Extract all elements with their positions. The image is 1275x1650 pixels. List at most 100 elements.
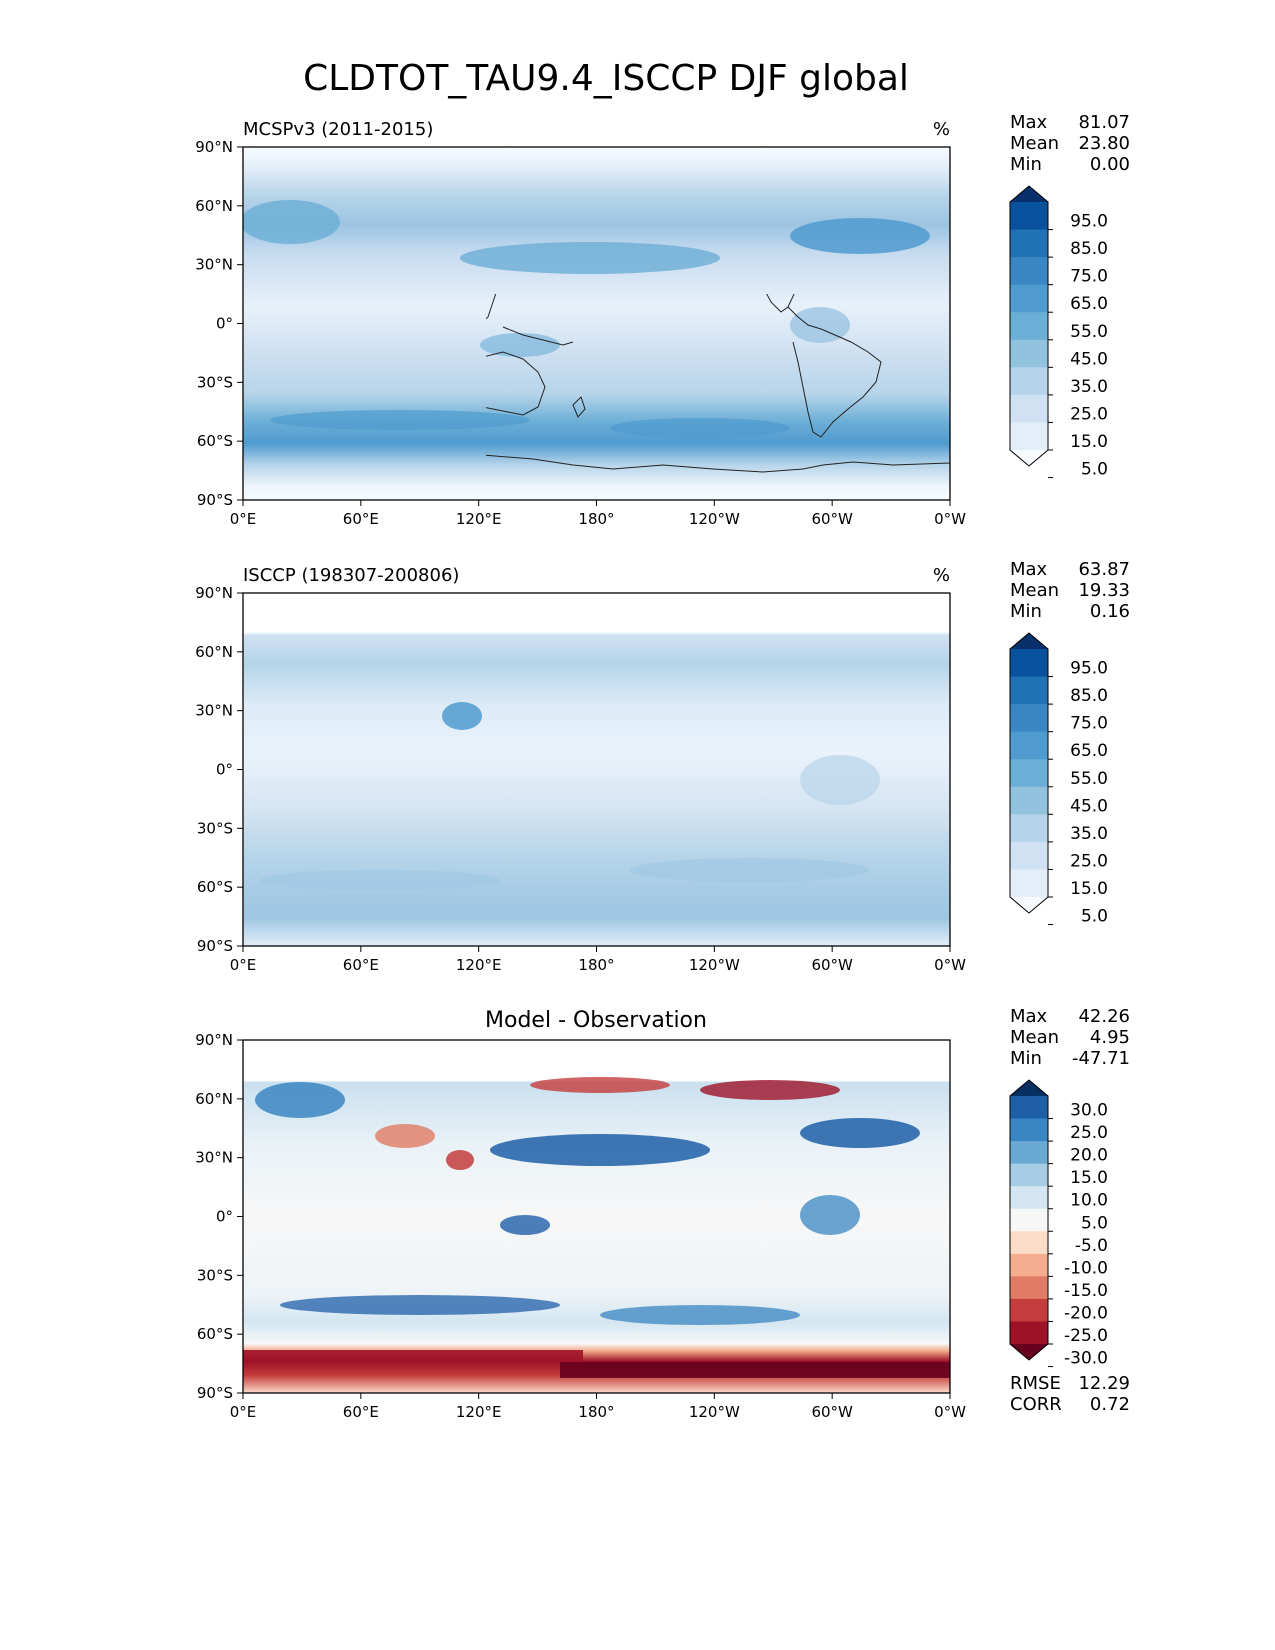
colorbar-swatch <box>1010 759 1048 788</box>
field-band <box>800 755 880 805</box>
colorbar-label: 15.0 <box>1070 879 1108 899</box>
field-band <box>800 1118 920 1148</box>
stat-mean-label: Mean <box>1010 133 1059 154</box>
colorbar-label: 75.0 <box>1070 714 1108 734</box>
stat-min-label: Min <box>1010 601 1042 622</box>
lon-tick-label: 0°W <box>934 1403 966 1421</box>
field-band <box>270 410 530 430</box>
colorbar-label: 5.0 <box>1081 1213 1108 1233</box>
panel-test: 90°N 60°N 30°N 0° 30°S 60°S 90°S 0°E 60°E 120°E 1… <box>195 112 1130 528</box>
lon-tick-label: 60°E <box>343 510 379 528</box>
lon-tick-label: 60°E <box>343 1403 379 1421</box>
colorbar-label: 15.0 <box>1070 1168 1108 1188</box>
colorbar-swatch <box>1010 1298 1048 1322</box>
colorbar-swatch <box>1010 1141 1048 1165</box>
lat-tick-label: 0° <box>216 315 233 333</box>
stat-min-label: Min <box>1010 154 1042 175</box>
stats-block: Max 42.26 Mean 4.95 Min -47.71 <box>1010 1006 1130 1069</box>
colorbar-swatch <box>1010 1253 1048 1277</box>
colorbar-swatch <box>1010 257 1048 286</box>
colorbar-swatch <box>1010 1208 1048 1232</box>
stat-max-value: 42.26 <box>1078 1006 1130 1027</box>
stat-min-value: -47.71 <box>1072 1048 1130 1069</box>
lat-tick-label: 60°S <box>197 878 233 896</box>
field-band <box>375 1124 435 1148</box>
lat-tick-label: 60°N <box>195 643 233 661</box>
field-band <box>243 200 340 244</box>
lon-tick-label: 120°E <box>456 1403 502 1421</box>
lat-tick-label: 90°N <box>195 138 233 156</box>
stat-mean-value: 19.33 <box>1078 580 1130 601</box>
field-band <box>560 1362 950 1378</box>
field-band <box>460 242 720 274</box>
footer-stats: RMSE 12.29 CORR 0.72 <box>1010 1373 1130 1415</box>
colorbar-swatch <box>1010 1096 1048 1120</box>
lon-tick-label: 60°W <box>811 1403 853 1421</box>
colorbar-extend-bottom <box>1010 450 1048 466</box>
map-difference <box>243 1040 950 1393</box>
colorbar-swatch <box>1010 1118 1048 1142</box>
field-band <box>280 1295 560 1315</box>
lat-tick-label: 90°S <box>197 937 233 955</box>
lon-tick-label: 180° <box>578 956 614 974</box>
lat-tick-label: 30°S <box>197 819 233 837</box>
lat-tick-label: 90°N <box>195 584 233 602</box>
colorbar-label: 45.0 <box>1070 349 1108 369</box>
colorbar-label: 95.0 <box>1070 659 1108 679</box>
colorbar-swatch <box>1010 422 1048 451</box>
stat-mean-value: 4.95 <box>1090 1027 1130 1048</box>
colorbar-test: 95.0 85.0 75.0 65.0 55.0 45.0 35.0 25.0 15.0 5.0 <box>1009 185 1108 480</box>
lon-axis: 0°E 60°E 120°E 180° 120°W 60°W 0°W <box>230 946 966 974</box>
colorbar-swatch <box>1010 1321 1048 1345</box>
colorbar-label: 25.0 <box>1070 851 1108 871</box>
field-band <box>700 1080 840 1100</box>
lon-tick-label: 180° <box>578 510 614 528</box>
colorbar-label: 95.0 <box>1070 212 1108 232</box>
colorbar-swatch <box>1010 869 1048 898</box>
stat-corr-label: CORR <box>1010 1394 1062 1415</box>
lat-tick-label: 90°N <box>195 1031 233 1049</box>
colorbar-swatch <box>1010 841 1048 870</box>
panel-units: % <box>933 565 950 586</box>
panel-reference: 90°N 60°N 30°N 0° 30°S 60°S 90°S 0°E 60°E 120°E 1… <box>195 559 1130 974</box>
lat-tick-label: 30°N <box>195 1149 233 1167</box>
field-band <box>790 218 930 254</box>
colorbar-label: 35.0 <box>1070 377 1108 397</box>
colorbar-label: -30.0 <box>1064 1349 1108 1369</box>
field-band <box>260 870 500 890</box>
colorbar-label: -5.0 <box>1075 1236 1108 1256</box>
colorbar-label: -15.0 <box>1064 1281 1108 1301</box>
field-band <box>600 1305 800 1325</box>
field-band <box>610 418 790 438</box>
field-band <box>790 307 850 343</box>
panel-left-title: ISCCP (198307-200806) <box>243 565 459 586</box>
colorbar-label: 15.0 <box>1070 432 1108 452</box>
map-test <box>243 147 950 500</box>
lon-tick-label: 0°W <box>934 956 966 974</box>
panel-difference: 90°N 60°N 30°N 0° 30°S 60°S 90°S 0°E 60°E 120°E 1… <box>195 1006 1130 1421</box>
colorbar-label: 35.0 <box>1070 824 1108 844</box>
colorbar-label: 10.0 <box>1070 1191 1108 1211</box>
lon-tick-label: 60°W <box>811 510 853 528</box>
lat-tick-label: 30°N <box>195 702 233 720</box>
colorbar-label: 65.0 <box>1070 294 1108 314</box>
lon-tick-label: 120°W <box>689 1403 740 1421</box>
lat-tick-label: 0° <box>216 1208 233 1226</box>
colorbar-extend-top <box>1010 186 1048 202</box>
field-band <box>480 333 560 357</box>
colorbar-swatch <box>1010 731 1048 760</box>
panel-left-title: MCSPv3 (2011-2015) <box>243 119 433 140</box>
colorbar-swatch <box>1010 339 1048 368</box>
figure-title: CLDTOT_TAU9.4_ISCCP DJF global <box>303 58 909 99</box>
colorbar-extend-bottom <box>1010 897 1048 913</box>
colorbar-label: 5.0 <box>1081 907 1108 927</box>
colorbar-swatch <box>1010 394 1048 423</box>
colorbar-swatch <box>1010 1163 1048 1187</box>
lat-axis: 90°N 60°N 30°N 0° 30°S 60°S 90°S <box>195 138 243 509</box>
lon-tick-label: 0°E <box>230 1403 257 1421</box>
stat-max-label: Max <box>1010 559 1048 580</box>
lat-tick-label: 30°S <box>197 373 233 391</box>
colorbar-label: 25.0 <box>1070 404 1108 424</box>
field-band <box>500 1215 550 1235</box>
